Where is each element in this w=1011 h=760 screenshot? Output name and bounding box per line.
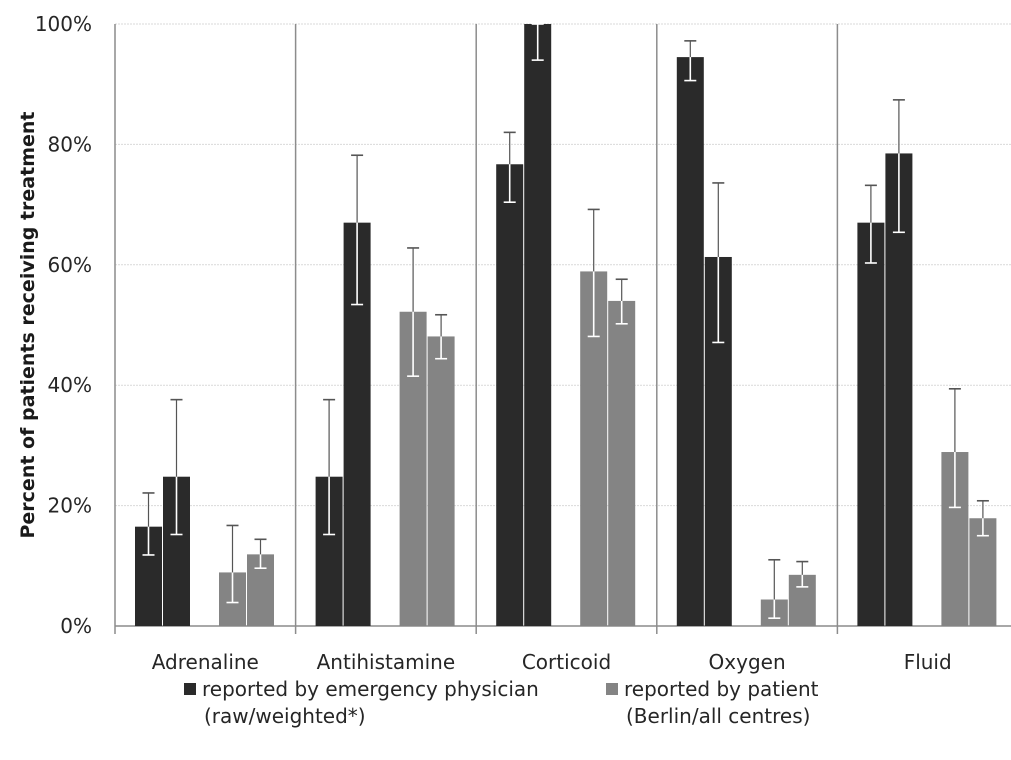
legend-label-physician-line2: (raw/weighted*) <box>204 704 366 728</box>
bar-physician_raw-oxygen <box>676 57 704 627</box>
legend-label-patient-line1: reported by patient <box>624 677 819 701</box>
legend-swatch-patient <box>606 683 618 695</box>
y-tick-label: 100% <box>35 12 92 36</box>
x-tick-label-corticoid: Corticoid <box>522 650 611 674</box>
y-axis-title: Percent of patients receiving treatment <box>17 111 39 538</box>
legend-item-physician: reported by emergency physician (raw/wei… <box>184 676 539 730</box>
bar-chart: 0% 20% 40% 60% 80% 100% Percent of patients re… <box>17 12 1011 674</box>
bar-patient_all-corticoid <box>608 300 636 626</box>
legend-swatch-physician <box>184 683 196 695</box>
bar-patient_all-antihistamine <box>427 336 455 626</box>
legend-item-patient: reported by patient (Berlin/all centres) <box>606 676 819 730</box>
x-tick-label-oxygen: Oxygen <box>709 650 786 674</box>
legend-label-physician-line1: reported by emergency physician <box>202 677 539 701</box>
bar-physician_raw-fluid <box>857 222 885 626</box>
x-tick-label-adrenaline: Adrenaline <box>152 650 259 674</box>
bar-physician_weighted-corticoid <box>524 24 552 626</box>
y-tick-label: 0% <box>60 614 92 638</box>
y-tick-label: 80% <box>48 132 92 156</box>
x-tick-label-fluid: Fluid <box>904 650 952 674</box>
bar-physician_raw-corticoid <box>496 164 524 627</box>
y-tick-label: 40% <box>48 373 92 397</box>
y-tick-label: 60% <box>48 253 92 277</box>
x-tick-label-antihistamine: Antihistamine <box>317 650 456 674</box>
legend-label-patient-line2: (Berlin/all centres) <box>626 704 811 728</box>
y-tick-label: 20% <box>48 494 92 518</box>
